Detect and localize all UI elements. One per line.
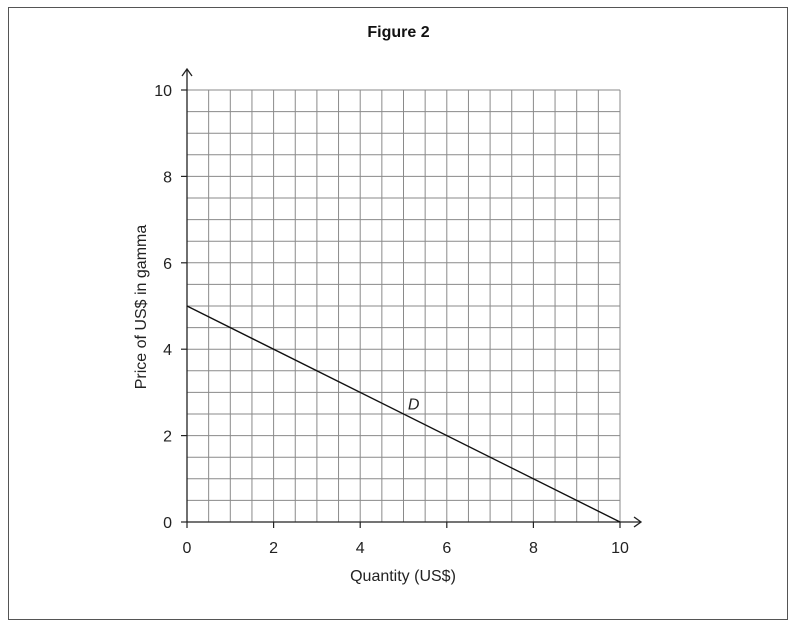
grid: [186, 89, 621, 523]
x-tick-label: 10: [611, 540, 629, 557]
figure-frame: [8, 7, 788, 620]
figure-title: Figure 2: [367, 24, 430, 41]
y-tick-label: 6: [163, 256, 172, 273]
x-axis-label: Quantity (US$): [350, 568, 456, 585]
x-axis-arrow: [633, 516, 643, 528]
x-tick-label: 4: [356, 540, 365, 557]
y-tick-label: 4: [163, 342, 172, 359]
x-tick-label: 6: [442, 540, 451, 557]
axes: [181, 67, 643, 528]
x-tick-label: 8: [529, 540, 538, 557]
series-group: D: [186, 305, 621, 523]
y-axis-label: Price of US$ in gamma: [133, 225, 150, 390]
y-tick-label: 2: [163, 429, 172, 446]
demand-line: [186, 305, 621, 523]
y-tick-label: 10: [154, 83, 172, 100]
y-axis-arrow: [181, 67, 193, 77]
demand-line-label: D: [408, 397, 420, 414]
x-tick-label: 2: [269, 540, 278, 557]
ticks: 0 2 4 6 8 10 0 2 4 6 8 10: [154, 83, 629, 557]
y-tick-label: 8: [163, 169, 172, 186]
y-tick-label: 0: [163, 515, 172, 532]
x-tick-label: 0: [183, 540, 192, 557]
